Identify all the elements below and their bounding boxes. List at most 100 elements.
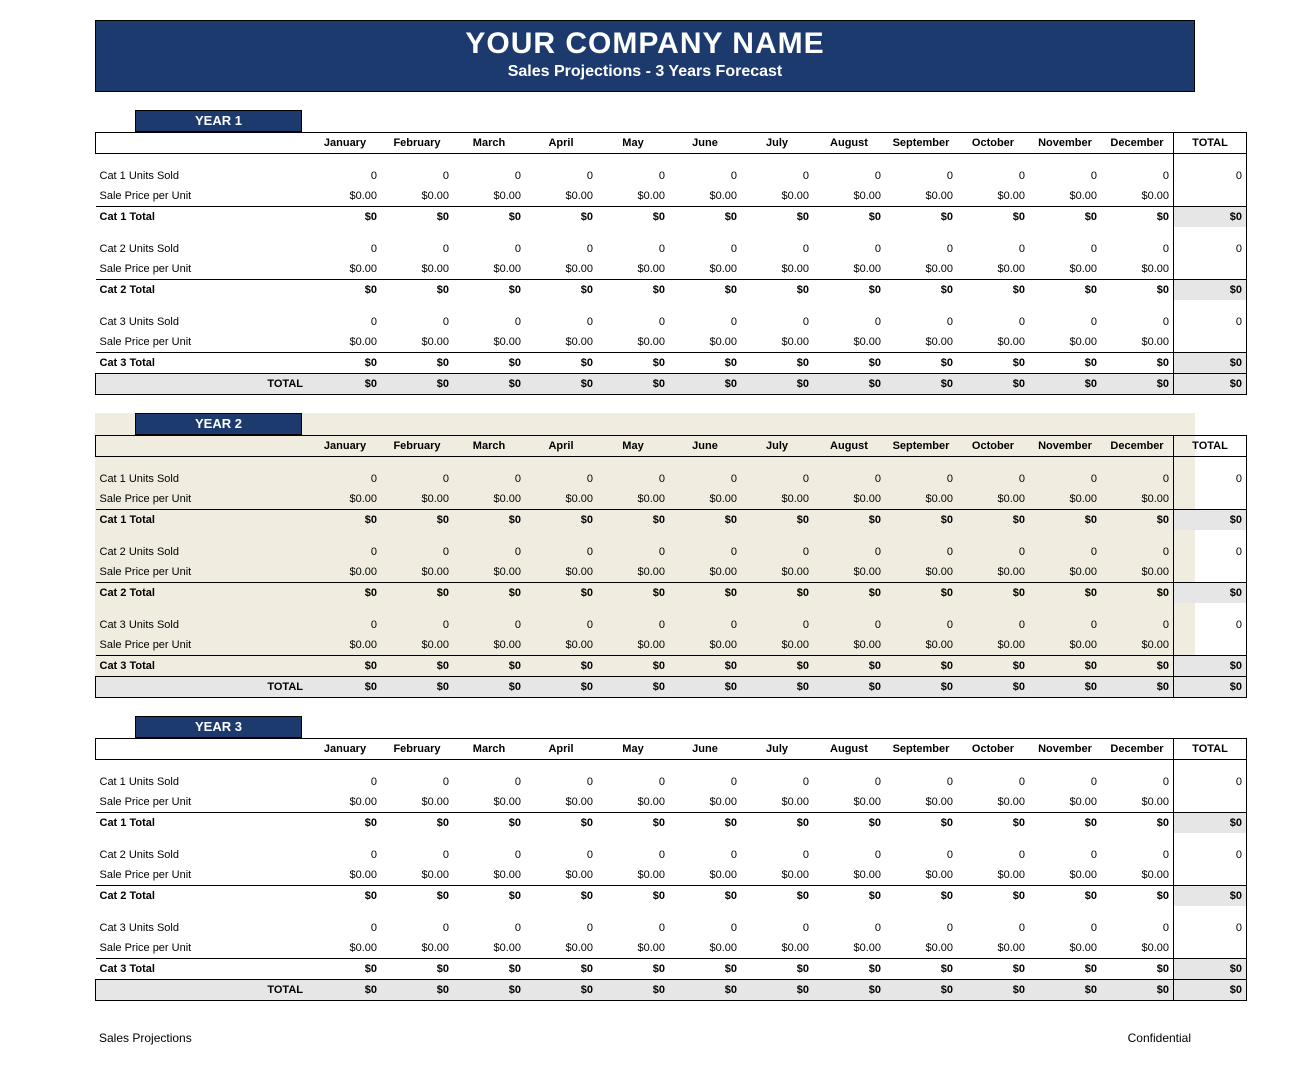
cell: 0	[741, 918, 813, 938]
cell: $0	[885, 886, 957, 907]
cell: $0.00	[741, 186, 813, 207]
month-header: May	[597, 739, 669, 760]
cell: $0	[1101, 959, 1174, 980]
row-total: $0	[1174, 980, 1247, 1001]
month-header: August	[813, 133, 885, 154]
header-blank	[96, 133, 310, 154]
cell: $0.00	[885, 562, 957, 583]
cell: $0.00	[453, 562, 525, 583]
cell: $0	[1101, 980, 1174, 1001]
cell: $0	[1029, 510, 1101, 531]
cell: $0.00	[309, 792, 381, 813]
cell: 0	[741, 615, 813, 635]
cell: 0	[813, 845, 885, 865]
cell: 0	[453, 469, 525, 489]
tables-host: YEAR 1JanuaryFebruaryMarchAprilMayJuneJu…	[95, 110, 1195, 1001]
cell: $0	[1029, 980, 1101, 1001]
cell: $0	[525, 886, 597, 907]
cell: $0.00	[885, 332, 957, 353]
cell: $0.00	[1101, 792, 1174, 813]
cell: 0	[813, 772, 885, 792]
cell: $0	[309, 886, 381, 907]
cell: $0.00	[597, 259, 669, 280]
cell: 0	[957, 772, 1029, 792]
cell: 0	[381, 312, 453, 332]
cell: $0.00	[1029, 332, 1101, 353]
row-label: Sale Price per Unit	[96, 259, 310, 280]
cell: $0	[309, 510, 381, 531]
month-header: October	[957, 436, 1029, 457]
title-banner: YOUR COMPANY NAME Sales Projections - 3 …	[95, 20, 1195, 92]
row-label: Sale Price per Unit	[96, 938, 310, 959]
cell: $0	[525, 207, 597, 228]
cell: $0.00	[1029, 792, 1101, 813]
cell: $0.00	[309, 562, 381, 583]
cell: $0.00	[453, 635, 525, 656]
month-header: March	[453, 739, 525, 760]
cell: $0	[885, 656, 957, 677]
cell: $0	[669, 510, 741, 531]
cell: 0	[669, 166, 741, 186]
row-total: 0	[1174, 166, 1247, 186]
year-tab: YEAR 3	[135, 716, 302, 738]
month-header: November	[1029, 436, 1101, 457]
cell: 0	[597, 918, 669, 938]
cell: $0.00	[597, 186, 669, 207]
cell: $0	[885, 583, 957, 604]
month-header: July	[741, 739, 813, 760]
cell: $0.00	[453, 489, 525, 510]
cell: 0	[741, 845, 813, 865]
cell: 0	[309, 542, 381, 562]
cell: $0.00	[885, 792, 957, 813]
cell: $0.00	[1101, 562, 1174, 583]
cell: $0.00	[813, 332, 885, 353]
cell: $0	[813, 677, 885, 698]
cell: $0	[1101, 813, 1174, 834]
cell: $0	[381, 207, 453, 228]
cell: $0	[309, 353, 381, 374]
month-header: May	[597, 133, 669, 154]
cell: $0.00	[885, 865, 957, 886]
cell: $0.00	[1029, 489, 1101, 510]
cell: $0.00	[813, 489, 885, 510]
cell: $0.00	[309, 186, 381, 207]
cell: $0	[381, 656, 453, 677]
cell: $0.00	[597, 332, 669, 353]
report-subtitle: Sales Projections - 3 Years Forecast	[96, 63, 1194, 81]
cell: $0	[453, 886, 525, 907]
cell: 0	[813, 239, 885, 259]
cell: 0	[525, 845, 597, 865]
cell: $0	[813, 374, 885, 395]
cell: $0.00	[381, 332, 453, 353]
cell: $0	[669, 980, 741, 1001]
cell: $0	[309, 813, 381, 834]
cell: 0	[525, 918, 597, 938]
footer-right: Confidential	[1128, 1031, 1191, 1045]
row-label: Sale Price per Unit	[96, 332, 310, 353]
cell: $0	[309, 583, 381, 604]
cell: 0	[669, 845, 741, 865]
cell: $0	[597, 374, 669, 395]
cell: $0	[669, 656, 741, 677]
cell: $0	[957, 677, 1029, 698]
cell: $0	[957, 656, 1029, 677]
cell: $0.00	[669, 186, 741, 207]
cell: $0	[525, 959, 597, 980]
row-total	[1174, 259, 1247, 280]
cell: $0	[381, 280, 453, 301]
cell: 0	[1101, 918, 1174, 938]
cell: $0.00	[957, 489, 1029, 510]
cell: $0.00	[1029, 865, 1101, 886]
cell: 0	[813, 918, 885, 938]
cell: $0.00	[309, 865, 381, 886]
cell: $0.00	[1101, 186, 1174, 207]
cell: $0	[1101, 656, 1174, 677]
row-label: Sale Price per Unit	[96, 792, 310, 813]
cell: 0	[453, 845, 525, 865]
row-total: $0	[1174, 510, 1247, 531]
projection-table: JanuaryFebruaryMarchAprilMayJuneJulyAugu…	[95, 738, 1247, 1001]
cell: $0	[597, 280, 669, 301]
month-header: October	[957, 133, 1029, 154]
row-total: $0	[1174, 677, 1247, 698]
row-total	[1174, 332, 1247, 353]
